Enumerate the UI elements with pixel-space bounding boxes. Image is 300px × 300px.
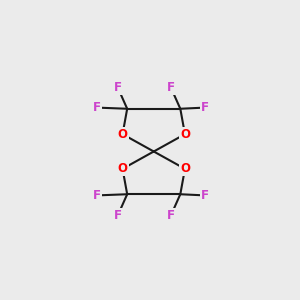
Text: F: F [167,82,175,94]
Text: O: O [180,162,190,175]
Text: F: F [114,208,122,221]
Text: O: O [118,128,128,141]
Text: F: F [114,82,122,94]
Text: F: F [201,189,208,202]
Text: F: F [93,101,101,114]
Text: F: F [93,189,101,202]
Text: O: O [118,162,128,175]
Text: F: F [167,208,175,221]
Text: F: F [201,101,208,114]
Text: O: O [180,128,190,141]
